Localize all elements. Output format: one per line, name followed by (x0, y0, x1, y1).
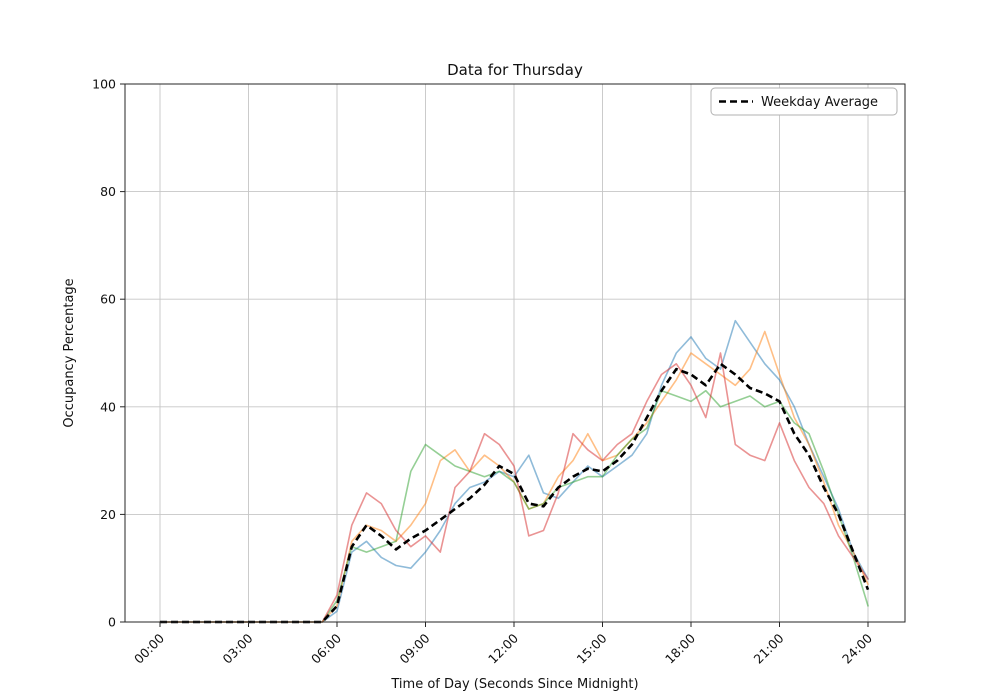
legend-box (710, 87, 898, 116)
x-tick-label: 12:00 (485, 630, 521, 666)
plot-border (124, 83, 906, 623)
x-tick-label: 00:00 (131, 630, 167, 666)
legend: Weekday Average (710, 87, 898, 116)
y-tick-label: 80 (100, 184, 116, 199)
x-tick-label: 15:00 (574, 630, 610, 666)
legend-label: Weekday Average (761, 95, 878, 110)
x-tick-label: 21:00 (751, 630, 787, 666)
x-tick-label: 03:00 (220, 630, 256, 666)
y-axis-label: Occupancy Percentage (62, 278, 77, 427)
y-tick-label: 40 (100, 399, 116, 414)
x-tick-label: 09:00 (397, 630, 433, 666)
x-tick-label: 06:00 (308, 630, 344, 666)
y-tick-label: 60 (100, 292, 116, 307)
y-tick-label: 20 (100, 507, 116, 522)
x-tick-label: 24:00 (839, 630, 875, 666)
x-axis-label: Time of Day (Seconds Since Midnight) (390, 677, 638, 692)
axis-ticks: 00:00 03:00 06:00 09:00 12:00 15:00 18:00 21:00… (92, 77, 875, 667)
y-tick-label: 0 (108, 615, 116, 630)
x-tick-label: 18:00 (662, 630, 698, 666)
gridlines (125, 83, 905, 623)
chart-title: Data for Thursday (447, 61, 583, 79)
weekday-average-line (160, 362, 870, 624)
y-tick-label: 100 (92, 77, 116, 92)
